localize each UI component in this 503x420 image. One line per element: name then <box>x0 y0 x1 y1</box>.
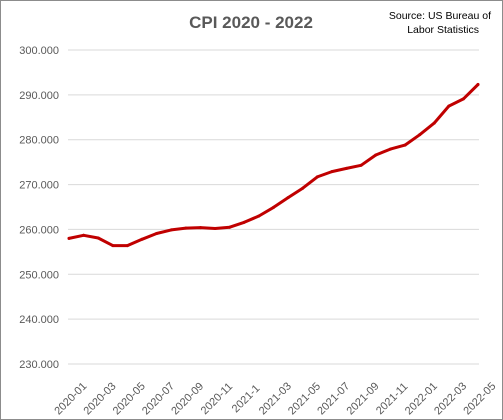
data-point <box>184 226 188 230</box>
data-point <box>272 205 275 209</box>
y-tick-label: 260.000 <box>19 224 59 236</box>
data-point <box>301 186 305 190</box>
data-point <box>388 147 392 151</box>
source-label-line-2: Labor Statistics <box>407 24 479 36</box>
series-layer <box>67 83 480 248</box>
y-tick-label: 240.000 <box>19 314 59 326</box>
data-point <box>140 237 144 241</box>
x-tick-label: 2022-05 <box>461 380 498 417</box>
cpi-series-line <box>67 83 480 248</box>
y-tick-label: 250.000 <box>19 269 59 281</box>
y-axis-ticks: 230.000 240.000 250.000 260.000 270.000 280.0… <box>19 45 59 371</box>
data-point <box>257 214 261 218</box>
data-point <box>461 97 465 101</box>
data-point <box>359 163 363 167</box>
data-point <box>286 196 290 200</box>
y-tick-label: 270.000 <box>19 180 59 192</box>
data-point <box>82 233 86 237</box>
data-point <box>67 236 71 240</box>
y-tick-label: 280.000 <box>19 135 59 147</box>
data-point <box>125 244 129 248</box>
y-tick-label: 300.000 <box>19 45 59 57</box>
data-point <box>169 228 173 232</box>
x-tick-label: 2020-11 <box>199 381 235 417</box>
data-point <box>213 227 217 230</box>
data-point <box>155 232 159 235</box>
y-tick-label: 230.000 <box>19 359 59 371</box>
data-point <box>374 153 378 157</box>
data-point <box>228 225 232 229</box>
x-axis-ticks: 2020-012020-032020-052020-072020-092020-… <box>52 380 498 417</box>
y-tick-label: 290.000 <box>19 90 59 102</box>
data-point <box>96 236 100 240</box>
data-point <box>403 143 407 147</box>
data-point <box>418 133 422 137</box>
data-point <box>242 220 246 224</box>
data-point <box>199 226 202 230</box>
data-point <box>345 166 348 170</box>
data-point <box>432 121 436 125</box>
data-point <box>111 244 115 248</box>
data-point <box>330 170 334 174</box>
source-label-line-1: Source: US Bureau of <box>389 10 491 22</box>
chart-title: CPI 2020 - 2022 <box>189 13 313 32</box>
data-point <box>315 175 319 179</box>
data-point <box>476 83 480 86</box>
gridlines <box>68 49 479 365</box>
data-point <box>447 104 451 108</box>
